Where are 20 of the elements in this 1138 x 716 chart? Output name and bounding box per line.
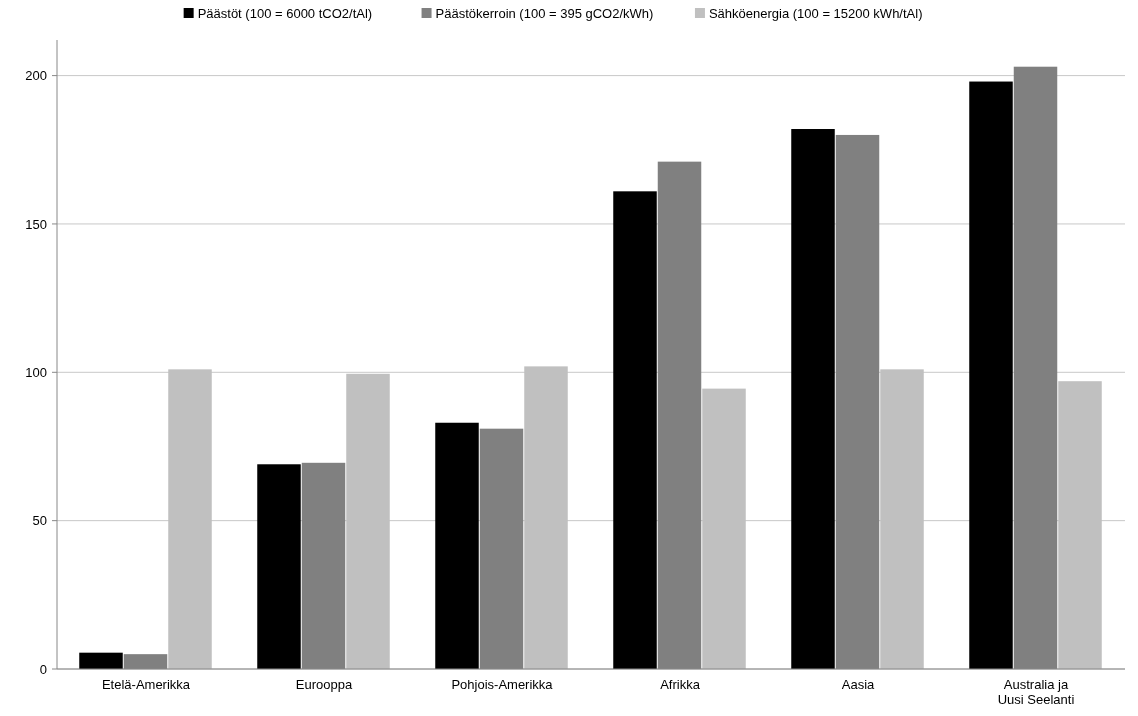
x-tick-label: Etelä-Amerikka [101,677,191,692]
y-tick-label: 150 [25,216,47,232]
y-tick-label: 0 [39,661,47,677]
y-tick-label: 200 [25,68,47,84]
bar [791,129,835,669]
bar [969,81,1013,669]
bar [435,422,479,669]
bar [79,652,123,669]
bar [257,464,301,669]
bar [613,191,657,669]
legend-label: Päästöt (100 = 6000 tCO2/tAl) [197,6,373,21]
x-tick-label: Australia ja Uusi Seelanti [997,677,1075,707]
x-tick-label: Pohjois-Amerikka [451,677,554,692]
legend-label: Sähköenergia (100 = 15200 kWh/tAl) [708,6,923,21]
legend-label: Päästökerroin (100 = 395 gCO2/kWh) [435,6,654,21]
x-tick-label: Afrikka [660,677,701,692]
x-tick-label: Eurooppa [295,677,353,692]
y-tick-label: 50 [32,513,47,529]
x-tick-label: Aasia [841,677,876,692]
y-tick-label: 100 [25,364,47,380]
